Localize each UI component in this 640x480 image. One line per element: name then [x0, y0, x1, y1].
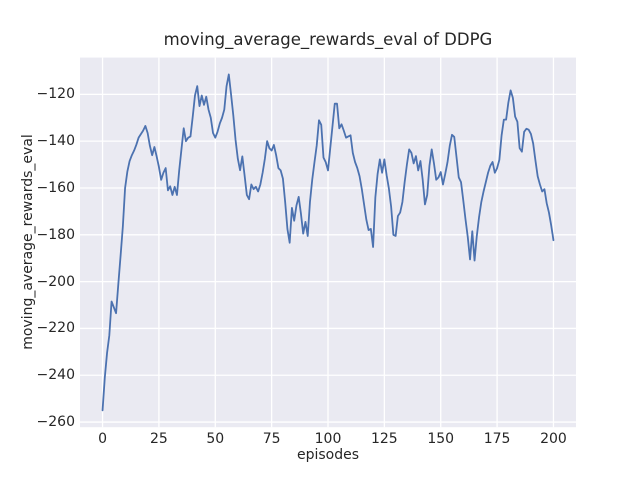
y-tick-label: −240	[36, 367, 75, 384]
x-tick-label: 150	[427, 431, 455, 447]
y-tick-label: −200	[36, 273, 75, 290]
x-tick-label: 0	[98, 431, 107, 447]
x-tick-label: 125	[370, 431, 398, 447]
x-tick-label: 50	[206, 431, 225, 447]
x-tick-label: 75	[262, 431, 281, 447]
y-tick-label: −220	[36, 320, 75, 337]
y-tick-label: −260	[36, 414, 75, 431]
y-tick-label: −180	[36, 226, 75, 243]
chart-title: moving_average_rewards_eval of DDPG	[163, 30, 493, 49]
y-tick-label: −140	[36, 133, 75, 150]
x-tick-label: 200	[540, 431, 567, 447]
x-tick-label: 100	[314, 431, 342, 447]
x-axis-label: episodes	[296, 447, 360, 463]
y-tick-label: −120	[36, 86, 75, 103]
y-tick-label: −160	[36, 179, 75, 196]
line-series	[101, 73, 555, 412]
x-tick-label: 175	[483, 431, 511, 447]
x-tick-label: 25	[149, 431, 168, 447]
